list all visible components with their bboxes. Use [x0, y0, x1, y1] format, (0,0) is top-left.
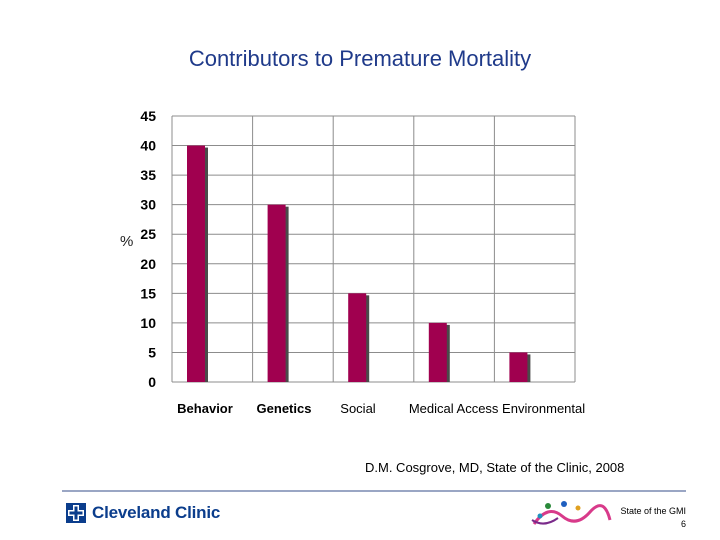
y-axis-label: % [120, 233, 134, 250]
y-tick-label: 5 [148, 344, 156, 360]
cleveland-clinic-cross-icon [66, 503, 86, 523]
y-tick-label: 40 [140, 138, 156, 154]
x-tick-label: Medical Access Environmental [409, 401, 585, 416]
bar-medical-access [428, 322, 447, 382]
decorative-figures-icon [531, 501, 612, 525]
page-number: 6 [680, 519, 686, 529]
x-tick-label: Social [340, 401, 376, 416]
cleveland-clinic-logo: Cleveland Clinic [66, 503, 220, 523]
footer-title: State of the GMI [620, 506, 686, 516]
y-tick-label: 15 [140, 285, 156, 301]
x-tick-label: Genetics [257, 401, 312, 416]
source-citation: D.M. Cosgrove, MD, State of the Clinic, … [365, 460, 625, 475]
footer-divider [62, 490, 686, 492]
bar-chart: 0 5 10 15 20 25 30 35 40 45 Behavior Genetics Social… [140, 108, 585, 416]
bar-genetics [267, 204, 286, 382]
y-tick-label: 30 [140, 197, 156, 213]
bar-environmental [509, 352, 528, 382]
y-tick-label: 20 [140, 256, 156, 272]
y-tick-label: 25 [140, 226, 156, 242]
slide-title: Contributors to Premature Mortality [188, 46, 532, 71]
y-tick-label: 35 [140, 167, 156, 183]
x-tick-label: Behavior [177, 401, 233, 416]
logo-text: Cleveland Clinic [92, 503, 221, 522]
y-tick-label: 0 [148, 374, 156, 390]
y-tick-label: 10 [140, 315, 156, 331]
bar-social [348, 293, 367, 382]
bar-behavior [187, 145, 205, 382]
footer-info: State of the GMI 6 [620, 505, 686, 531]
y-tick-label: 45 [140, 108, 156, 124]
